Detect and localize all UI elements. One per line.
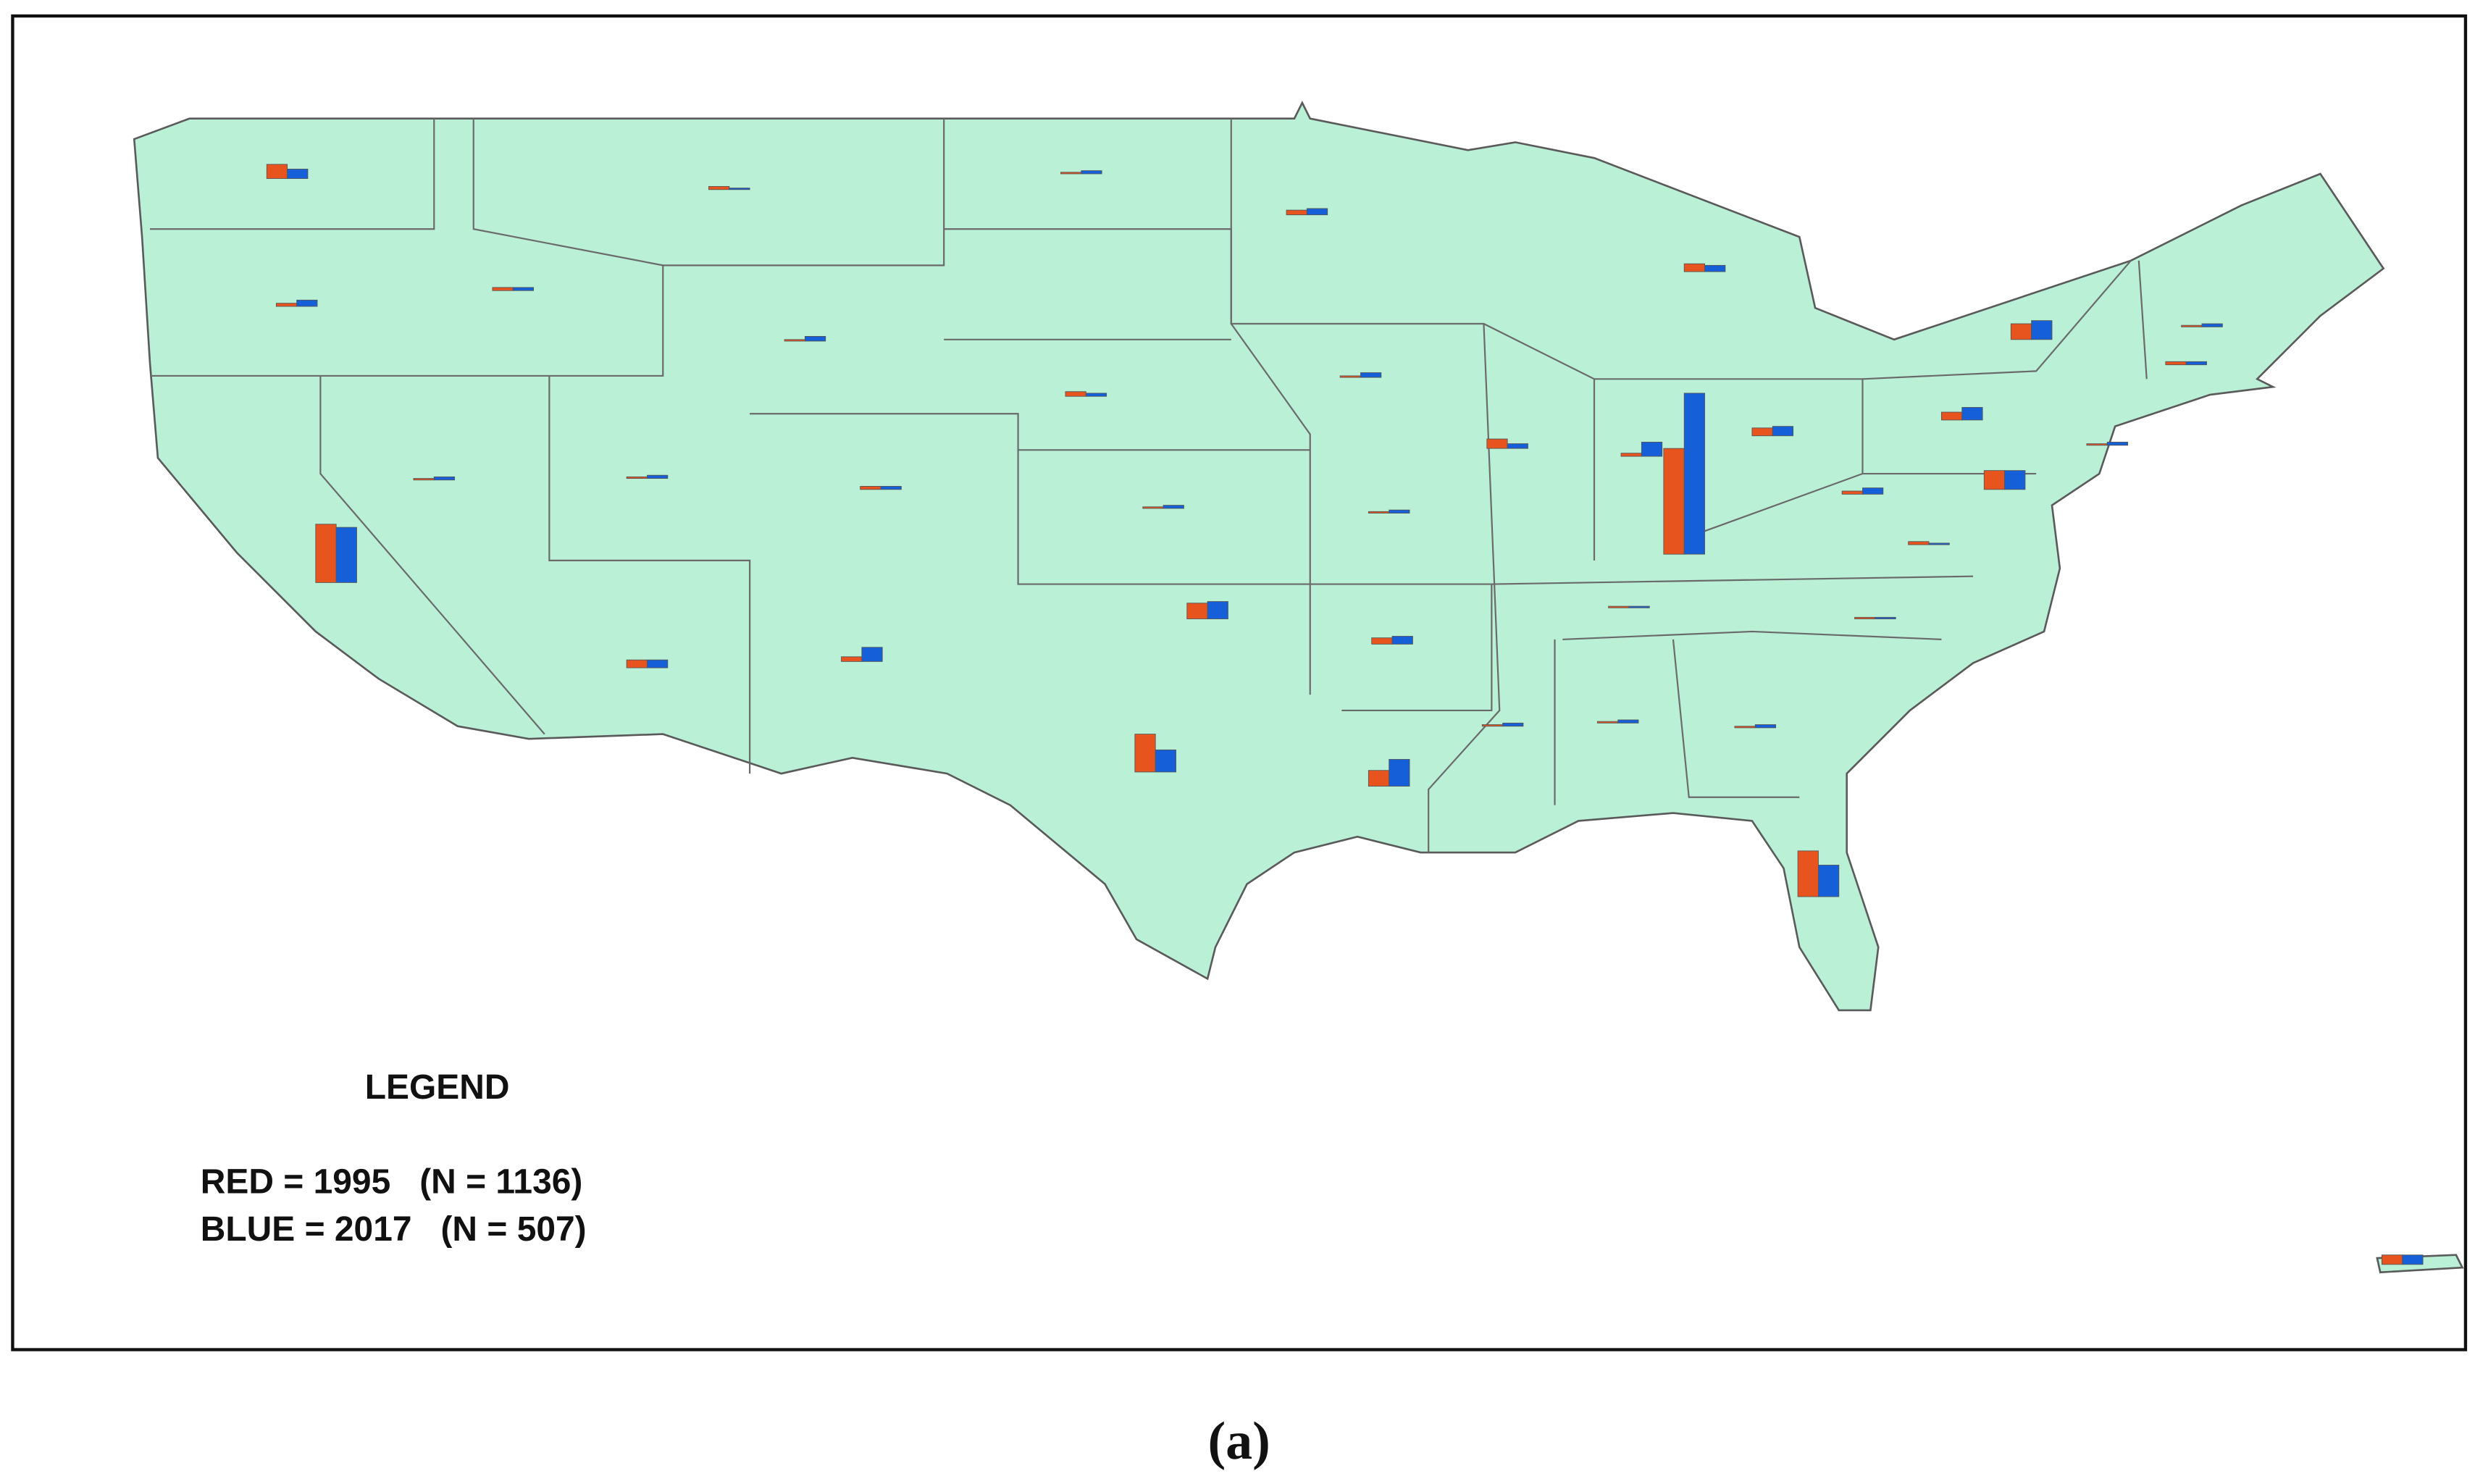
bar xyxy=(1081,170,1102,175)
bar xyxy=(296,299,318,307)
legend-entry: BLUE = 2017 (N = 507) xyxy=(201,1210,587,1249)
bar xyxy=(2201,323,2223,327)
bar xyxy=(1620,453,1642,457)
bar xyxy=(860,486,881,490)
bar xyxy=(861,647,883,662)
legend-entry: RED = 1995 (N = 1136) xyxy=(201,1163,583,1202)
bar xyxy=(2165,361,2187,366)
bar xyxy=(433,476,456,481)
bar xyxy=(1663,448,1685,555)
bar xyxy=(1628,605,1650,608)
legend-title: LEGEND xyxy=(365,1068,510,1107)
bar xyxy=(1391,636,1413,645)
bar xyxy=(647,659,669,668)
bar xyxy=(1854,616,1876,619)
bar xyxy=(2004,470,2026,490)
bar xyxy=(626,476,648,479)
state-borders xyxy=(150,118,2148,853)
bar xyxy=(1389,759,1410,787)
bar xyxy=(626,659,648,668)
bar xyxy=(512,287,535,291)
bar xyxy=(1983,470,2006,490)
bar xyxy=(266,164,288,179)
bar xyxy=(2086,443,2108,446)
caption: (a) xyxy=(1207,1412,1270,1471)
bar xyxy=(275,303,298,307)
bar xyxy=(1841,490,1863,495)
bar xyxy=(804,336,826,342)
bar xyxy=(1940,411,1963,421)
bar xyxy=(2106,442,2129,446)
bar xyxy=(1928,542,1950,545)
bar xyxy=(1502,722,1524,727)
bar xyxy=(1389,509,1410,513)
bar xyxy=(708,185,730,190)
bar xyxy=(1155,749,1176,773)
bar xyxy=(1908,541,1930,545)
bar xyxy=(315,524,337,583)
bar xyxy=(1134,734,1156,773)
bar xyxy=(413,478,435,481)
us-map xyxy=(133,100,2385,1012)
bar xyxy=(1186,603,1208,619)
bar xyxy=(1065,391,1086,397)
bar xyxy=(2381,1254,2403,1265)
bar xyxy=(880,486,902,490)
bar xyxy=(1481,724,1504,727)
bar xyxy=(1608,605,1630,608)
bar xyxy=(1163,505,1184,509)
bar xyxy=(647,474,669,479)
bar xyxy=(1862,487,1884,495)
bar xyxy=(1142,506,1164,509)
bar xyxy=(1683,393,1705,555)
bar xyxy=(1641,442,1663,457)
bar xyxy=(841,656,863,662)
bar xyxy=(1875,616,1896,619)
bar xyxy=(1368,770,1390,787)
bar xyxy=(784,339,805,342)
bar xyxy=(1751,427,1773,437)
bar xyxy=(287,169,309,179)
bar xyxy=(2181,324,2203,327)
bar xyxy=(335,527,357,583)
bar xyxy=(1339,375,1361,378)
bar xyxy=(1596,721,1619,724)
bar xyxy=(492,287,514,291)
bar xyxy=(1683,263,1705,272)
bar xyxy=(2031,320,2053,340)
bar xyxy=(2010,323,2032,340)
bar xyxy=(1207,601,1228,619)
bar xyxy=(1818,865,1840,897)
bar xyxy=(1734,726,1756,729)
bar xyxy=(1617,719,1639,724)
bar xyxy=(1286,209,1307,216)
bar xyxy=(1704,264,1726,272)
bar xyxy=(1486,438,1508,449)
bar xyxy=(1360,372,1382,378)
bar xyxy=(1507,443,1528,449)
bar xyxy=(2185,361,2207,366)
bar xyxy=(1085,393,1107,397)
bar xyxy=(729,188,750,190)
bar xyxy=(1797,850,1819,897)
bar xyxy=(1060,172,1082,175)
bar xyxy=(1961,407,1983,421)
bar xyxy=(2402,1254,2424,1265)
bar xyxy=(1772,426,1794,437)
bar xyxy=(1371,637,1393,645)
bar xyxy=(1306,208,1328,216)
bar xyxy=(1754,724,1777,729)
bar xyxy=(1368,511,1390,513)
